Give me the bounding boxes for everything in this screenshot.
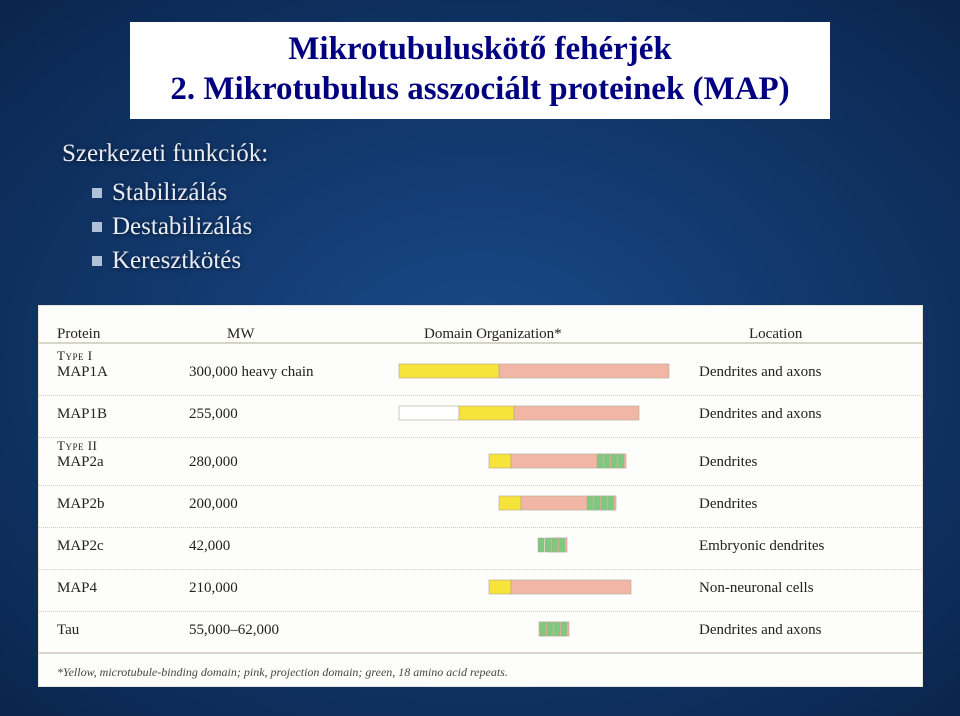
table-body: Type IMAP1A 300,000 heavy chain Dendrites …: [39, 348, 922, 654]
location-value: Dendrites and axons: [699, 364, 821, 381]
type-label: Type I: [57, 348, 93, 364]
title-box: Mikrotubuluskötő fehérjék 2. Mikrotubulu…: [130, 22, 830, 119]
location-value: Dendrites: [699, 496, 757, 513]
domain-bar: [379, 578, 679, 596]
mw-value: 42,000: [189, 538, 230, 555]
domain-bar: [379, 494, 679, 512]
type-label: Type II: [57, 438, 97, 454]
domain-bar: [379, 452, 679, 470]
protein-name: MAP4: [57, 580, 97, 597]
mw-value: 55,000–62,000: [189, 622, 279, 639]
bullet-text: Keresztkötés: [112, 247, 241, 274]
bullet-list: Stabilizálás Destabilizálás Keresztkötés: [92, 176, 252, 277]
bullet-square-icon: [92, 222, 102, 232]
bullet-text: Destabilizálás: [112, 213, 252, 240]
location-value: Dendrites and axons: [699, 622, 821, 639]
col-header-mw: MW: [227, 326, 255, 343]
mw-value: 200,000: [189, 496, 238, 513]
subheading: Szerkezeti funkciók:: [62, 140, 268, 168]
table-row: Type IMAP1A 300,000 heavy chain Dendrites …: [39, 348, 922, 396]
mw-value: 300,000 heavy chain: [189, 364, 314, 381]
table-header-row: Protein MW Domain Organization* Location: [39, 316, 922, 344]
bullet-item: Destabilizálás: [92, 210, 252, 244]
table-row: Tau 55,000–62,000 Dendrites and axons: [39, 612, 922, 654]
protein-name: MAP2b: [57, 496, 105, 513]
table-footnote: *Yellow, microtubule-binding domain; pin…: [57, 665, 508, 680]
bullet-item: Keresztkötés: [92, 244, 252, 278]
location-value: Non-neuronal cells: [699, 580, 814, 597]
bullet-item: Stabilizálás: [92, 176, 252, 210]
domain-bar: [379, 536, 679, 554]
table-row: Type IIMAP2a 280,000 Dendrites: [39, 438, 922, 486]
table-row: MAP4 210,000 Non-neuronal cells: [39, 570, 922, 612]
title-line-1: Mikrotubuluskötő fehérjék: [140, 30, 820, 70]
protein-name: MAP2c: [57, 538, 104, 555]
domain-bar: [379, 620, 679, 638]
mw-value: 210,000: [189, 580, 238, 597]
location-value: Dendrites: [699, 454, 757, 471]
mw-value: 280,000: [189, 454, 238, 471]
table-row: MAP1B 255,000 Dendrites and axons: [39, 396, 922, 438]
col-header-location: Location: [749, 326, 802, 343]
location-value: Embryonic dendrites: [699, 538, 824, 555]
protein-name: MAP1B: [57, 406, 107, 423]
protein-name: MAP2a: [57, 454, 104, 471]
table-row: MAP2c 42,000 Embryonic dendrites: [39, 528, 922, 570]
domain-bar: [379, 362, 679, 380]
bullet-text: Stabilizálás: [112, 179, 227, 206]
location-value: Dendrites and axons: [699, 406, 821, 423]
mw-value: 255,000: [189, 406, 238, 423]
table-row: MAP2b 200,000 Dendrites: [39, 486, 922, 528]
map-table: Protein MW Domain Organization* Location…: [38, 305, 923, 687]
bullet-square-icon: [92, 256, 102, 266]
protein-name: Tau: [57, 622, 79, 639]
domain-bar: [379, 404, 679, 422]
title-line-2: 2. Mikrotubulus asszociált proteinek (MA…: [140, 70, 820, 110]
protein-name: MAP1A: [57, 364, 108, 381]
col-header-domain: Domain Organization*: [424, 326, 562, 343]
bullet-square-icon: [92, 188, 102, 198]
col-header-protein: Protein: [57, 326, 100, 343]
